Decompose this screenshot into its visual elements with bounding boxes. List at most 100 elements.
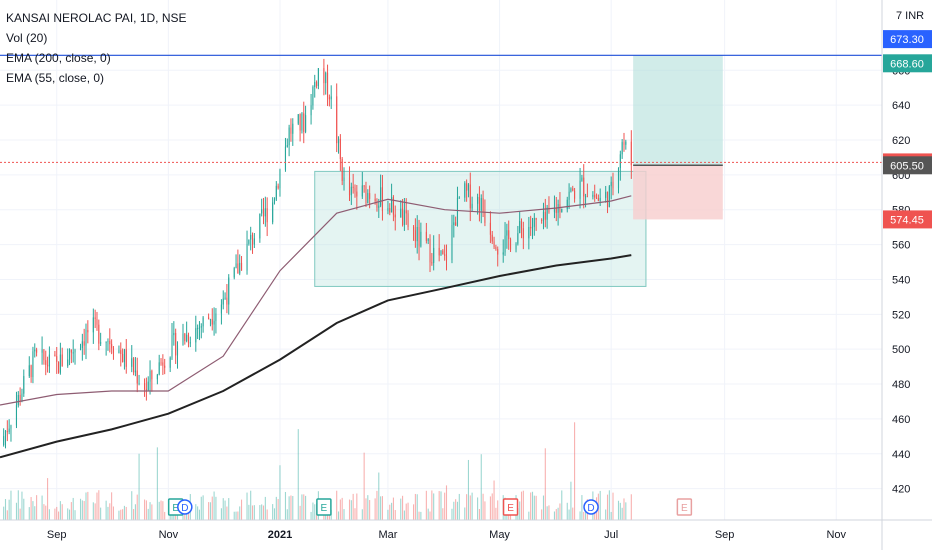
candle-body <box>509 239 512 250</box>
candle-body <box>34 349 36 352</box>
volume-bar <box>418 511 420 520</box>
volume-bar <box>369 500 371 520</box>
volume-bar <box>363 452 365 520</box>
candle-body <box>94 317 96 319</box>
legend-volume[interactable]: Vol (20) <box>6 31 48 45</box>
volume-bar <box>555 509 557 520</box>
candle-body <box>58 361 60 373</box>
y-tick-label: 440 <box>892 449 910 461</box>
candle-body <box>378 205 380 208</box>
volume-bar <box>581 495 583 520</box>
volume-bar <box>125 506 127 520</box>
candle-body <box>288 127 290 146</box>
candle-body <box>535 218 537 220</box>
x-tick-label: Nov <box>826 529 846 541</box>
volume-bar <box>32 501 34 520</box>
volume-bar <box>222 498 224 520</box>
volume-bar <box>58 511 60 520</box>
candle-body <box>337 138 340 144</box>
candle-body <box>328 97 330 100</box>
volume-bar <box>350 500 352 520</box>
candle-body <box>134 370 136 373</box>
volume-bar <box>566 502 568 520</box>
volume-bar <box>455 499 457 520</box>
currency-label[interactable]: 7 INR <box>896 10 925 22</box>
candle-body <box>489 222 491 235</box>
candle-body <box>222 298 224 305</box>
candle-body <box>477 196 479 204</box>
candle-body <box>553 207 556 213</box>
volume-bar <box>213 491 215 520</box>
volume-bar <box>160 500 162 520</box>
candle-body <box>400 208 402 218</box>
candle-body <box>70 349 72 353</box>
ema-lines <box>0 195 632 459</box>
legend-ema55[interactable]: EMA (55, close, 0) <box>6 71 105 85</box>
candle-body <box>68 349 71 360</box>
candle-body <box>363 185 365 187</box>
volume-bar <box>215 496 217 520</box>
volume-bar <box>19 508 21 520</box>
candle-body <box>425 231 427 241</box>
candle-body <box>541 219 543 221</box>
candle-body <box>186 334 188 342</box>
candle-body <box>211 319 213 325</box>
volume-bar <box>376 490 378 520</box>
candle-body <box>169 357 171 368</box>
candle-body <box>28 365 30 377</box>
candle-body <box>111 344 113 349</box>
volume-bar <box>10 490 12 520</box>
volume-bar <box>162 501 164 520</box>
candle-body <box>284 146 287 170</box>
drawing-zones[interactable] <box>314 55 723 287</box>
earnings-marker <box>502 498 519 516</box>
candle-body <box>542 211 545 221</box>
volume-bar <box>310 511 312 520</box>
volume-bar <box>606 494 609 520</box>
volume-bar <box>458 493 460 520</box>
candle-body <box>581 177 583 181</box>
volume-bar <box>34 506 36 520</box>
volume-bar <box>250 490 252 520</box>
volume-bar <box>477 497 479 520</box>
ema200-line <box>0 254 632 459</box>
volume-bar <box>61 504 63 520</box>
legend-ema200[interactable]: EMA (200, close, 0) <box>6 51 111 65</box>
candle-body <box>531 226 534 229</box>
candle-body <box>561 208 563 213</box>
volume-bar <box>83 501 85 520</box>
candle-body <box>112 348 115 354</box>
candle-body <box>380 187 382 206</box>
candle-body <box>403 210 405 225</box>
volume-bar <box>519 501 521 520</box>
symbol-title[interactable]: KANSAI NEROLAC PAI, 1D, NSE <box>6 11 187 25</box>
volume-bar <box>528 511 530 520</box>
candle-body <box>195 328 197 343</box>
price-label: 605.50 <box>890 160 924 172</box>
volume-bar <box>30 497 32 520</box>
candle-body <box>374 198 376 202</box>
volume-bar <box>246 492 248 520</box>
volume-bar <box>68 509 71 520</box>
volume-bar <box>292 496 294 520</box>
candle-body <box>610 181 612 187</box>
candle-body <box>17 394 19 406</box>
y-tick-label: 640 <box>892 100 910 112</box>
volume-bar <box>118 510 120 520</box>
volume-bar <box>149 502 151 520</box>
volume-bar <box>361 509 363 520</box>
volume-bar <box>478 509 480 520</box>
volume-bar <box>131 491 133 520</box>
candle-body <box>612 181 614 189</box>
candle-body <box>606 191 609 208</box>
volume-bar <box>466 494 468 520</box>
volume-bar <box>583 511 585 520</box>
candle-body <box>41 349 43 353</box>
volume-bar <box>261 504 263 520</box>
volume-bar <box>164 511 166 520</box>
candle-body <box>162 362 164 366</box>
long-target-zone <box>633 55 723 166</box>
candle-body <box>136 370 138 384</box>
